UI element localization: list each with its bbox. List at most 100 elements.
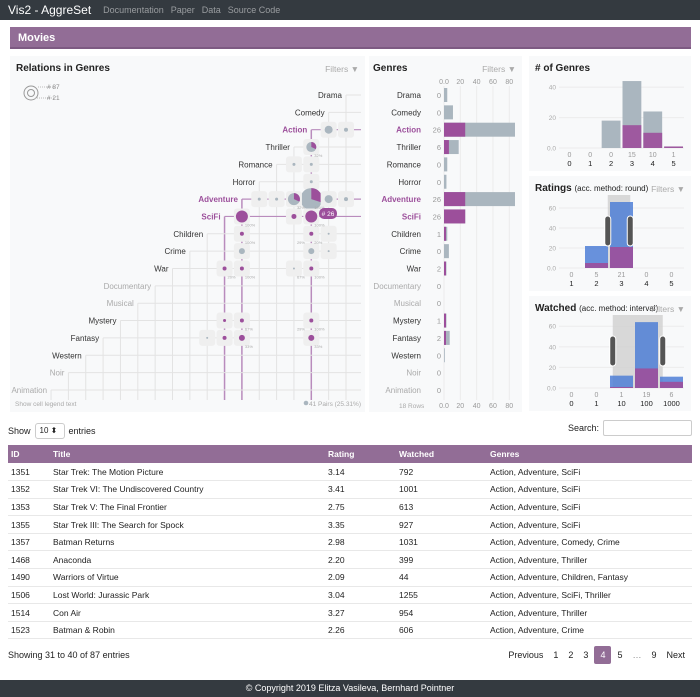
genre-bar-total[interactable] — [444, 330, 450, 345]
histogram-bar-selected[interactable] — [643, 132, 663, 148]
table-row[interactable]: 1514 Con Air 3.27 954 Action, Adventure, Thr… — [8, 603, 692, 622]
genre-row-label[interactable]: Musical — [107, 299, 134, 308]
histogram-bar-total[interactable] — [601, 120, 621, 148]
brush-handle[interactable] — [626, 215, 634, 247]
genre-bar-total[interactable] — [444, 244, 449, 259]
column-header-watched[interactable]: Watched — [396, 445, 487, 463]
genre-bar-label[interactable]: War — [407, 265, 422, 274]
genre-row-label[interactable]: Comedy — [295, 108, 325, 117]
histogram-bar-selected[interactable] — [622, 125, 642, 148]
genre-bar-selected[interactable] — [444, 192, 466, 207]
histogram-bar-selected[interactable] — [610, 247, 633, 268]
genre-row-label[interactable]: Documentary — [104, 282, 152, 291]
genre-row-label[interactable]: Drama — [318, 91, 343, 100]
genre-row-label[interactable]: Noir — [50, 369, 65, 378]
genre-bar-label[interactable]: Comedy — [391, 108, 421, 117]
histogram-bar-selected[interactable] — [610, 386, 633, 388]
brush-handle[interactable] — [609, 335, 617, 367]
genre-bar-label[interactable]: Horror — [398, 178, 421, 187]
histogram-bar-total[interactable] — [610, 375, 633, 388]
nav-link-documentation[interactable]: Documentation — [103, 5, 164, 15]
genre-bar-selected[interactable] — [444, 313, 446, 328]
histogram-bar-selected[interactable] — [585, 263, 608, 268]
column-header-id[interactable]: ID — [8, 445, 50, 463]
table-row[interactable]: 1357 Batman Returns 2.98 1031 Action, Advent… — [8, 533, 692, 552]
column-header-rating[interactable]: Rating — [325, 445, 396, 463]
search-input[interactable] — [603, 420, 692, 436]
histogram-bar-selected[interactable] — [635, 368, 658, 388]
brand-link[interactable]: Vis2 - AggreSet — [8, 3, 92, 17]
genre-bar-label[interactable]: SciFi — [402, 212, 421, 221]
genre-row-label[interactable]: Action — [282, 126, 307, 135]
relations-matrix[interactable]: # 87 # 21 Drama Comedy Action Thriller Roman… — [10, 56, 365, 412]
brush-handle[interactable] — [604, 215, 612, 247]
table-row[interactable]: 1352 Star Trek VI: The Undiscovered Count… — [8, 480, 692, 499]
genre-bar-label[interactable]: Drama — [397, 91, 422, 100]
genre-bar-label[interactable]: Fantasy — [393, 334, 421, 343]
genre-bar-selected[interactable] — [444, 122, 466, 137]
page-button-9[interactable]: 9 — [651, 650, 657, 660]
nav-link-paper[interactable]: Paper — [170, 5, 195, 15]
entries-select[interactable]: 10 ⬍ — [34, 423, 65, 439]
genre-row-label[interactable]: Crime — [165, 247, 187, 256]
genre-bar-label[interactable]: Documentary — [373, 282, 421, 291]
genre-bar-label[interactable]: Western — [391, 351, 421, 360]
genre-row-label[interactable]: SciFi — [201, 212, 220, 221]
genre-bar-selected[interactable] — [444, 226, 446, 241]
table-row[interactable]: 1355 Star Trek III: The Search for Spock 3… — [8, 515, 692, 534]
page-button-4-active[interactable]: 4 — [594, 646, 612, 664]
relations-filters-button[interactable]: Filters ▼ — [325, 64, 359, 74]
genre-row-label[interactable]: War — [154, 265, 169, 274]
genre-bar-selected[interactable] — [444, 209, 466, 224]
genre-row-label[interactable]: Children — [173, 230, 203, 239]
watched-filters-button[interactable]: Filters ▼ — [651, 304, 685, 314]
next-page-button[interactable]: Next — [666, 650, 685, 660]
genre-bar-label[interactable]: Adventure — [381, 195, 421, 204]
genre-row-label[interactable]: Adventure — [198, 195, 238, 204]
histogram-bar-selected[interactable] — [664, 146, 683, 148]
genre-row-label[interactable]: Western — [52, 351, 82, 360]
genre-bar-label[interactable]: Animation — [385, 386, 421, 395]
page-button-2[interactable]: 2 — [568, 650, 574, 660]
nav-link-data[interactable]: Data — [201, 5, 221, 15]
page-button-5[interactable]: 5 — [617, 650, 623, 660]
table-row[interactable]: 1523 Batman & Robin 2.26 606 Action, Adventu… — [8, 621, 692, 640]
column-header-title[interactable]: Title — [50, 445, 325, 463]
table-row[interactable]: 1353 Star Trek V: The Final Frontier 2.75 6… — [8, 498, 692, 517]
genre-bar-total[interactable] — [444, 348, 445, 363]
brush-handle[interactable] — [659, 335, 667, 367]
previous-page-button[interactable]: Previous — [508, 650, 544, 660]
nav-link-source-code[interactable]: Source Code — [227, 5, 281, 15]
genre-bar-label[interactable]: Mystery — [393, 317, 421, 326]
genre-bar-selected[interactable] — [444, 140, 449, 155]
genre-bar-selected[interactable] — [444, 261, 446, 276]
genre-bar-label[interactable]: Children — [391, 230, 421, 239]
genre-row-label[interactable]: Animation — [11, 386, 47, 395]
genres-filters-button[interactable]: Filters ▼ — [482, 64, 516, 74]
genre-bar-label[interactable]: Musical — [394, 299, 421, 308]
genre-bar-label[interactable]: Action — [396, 126, 421, 135]
genre-bar-label[interactable]: Crime — [400, 247, 422, 256]
show-legend-text-toggle[interactable]: Show cell legend text — [15, 401, 77, 408]
genre-row-label[interactable]: Mystery — [88, 317, 116, 326]
genre-row-label[interactable]: Horror — [233, 178, 256, 187]
page-button-1[interactable]: 1 — [553, 650, 559, 660]
table-row[interactable]: 1490 Warriors of Virtue 2.09 44 Action, Adve… — [8, 568, 692, 587]
histogram-bar-selected[interactable] — [660, 381, 683, 388]
genre-bar-selected[interactable] — [444, 330, 446, 345]
genre-bar-label[interactable]: Thriller — [397, 143, 422, 152]
genre-bar-total[interactable] — [444, 174, 447, 189]
table-row[interactable]: 1506 Lost World: Jurassic Park 3.04 1255 Act… — [8, 586, 692, 605]
ratings-filters-button[interactable]: Filters ▼ — [651, 184, 685, 194]
genre-row-label[interactable]: Romance — [238, 160, 273, 169]
genre-bar-total[interactable] — [444, 88, 448, 102]
table-row[interactable]: 1468 Anaconda 2.20 399 Action, Adventure, Th… — [8, 550, 692, 570]
histogram-bar-total[interactable] — [585, 246, 608, 268]
page-button-3[interactable]: 3 — [583, 650, 589, 660]
genre-row-label[interactable]: Thriller — [265, 143, 290, 152]
genre-row-label[interactable]: Fantasy — [71, 334, 99, 343]
